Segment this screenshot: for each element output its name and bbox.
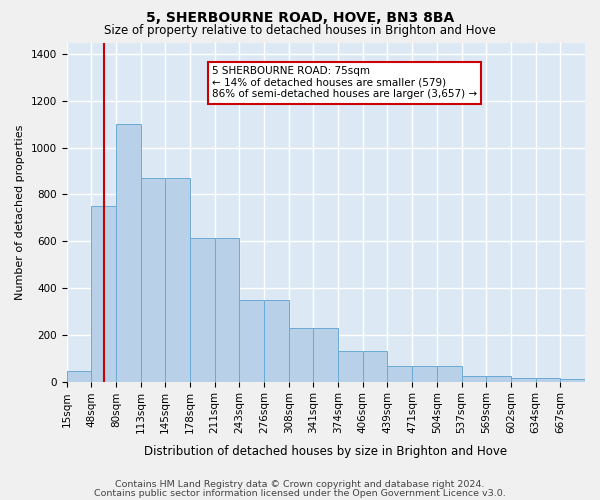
Bar: [388, 366, 412, 382]
Bar: [363, 350, 388, 382]
Bar: [560, 379, 585, 382]
Text: 5 SHERBOURNE ROAD: 75sqm
← 14% of detached houses are smaller (579)
86% of semi-: 5 SHERBOURNE ROAD: 75sqm ← 14% of detach…: [212, 66, 477, 100]
Bar: [412, 366, 437, 382]
Text: Contains public sector information licensed under the Open Government Licence v3: Contains public sector information licen…: [94, 489, 506, 498]
Bar: [67, 370, 91, 382]
Bar: [264, 300, 289, 382]
Bar: [239, 300, 264, 382]
Bar: [338, 350, 363, 382]
Text: 5, SHERBOURNE ROAD, HOVE, BN3 8BA: 5, SHERBOURNE ROAD, HOVE, BN3 8BA: [146, 11, 454, 25]
Bar: [536, 378, 560, 382]
X-axis label: Distribution of detached houses by size in Brighton and Hove: Distribution of detached houses by size …: [144, 444, 508, 458]
Bar: [140, 178, 165, 382]
Bar: [91, 206, 116, 382]
Bar: [511, 378, 536, 382]
Bar: [486, 376, 511, 382]
Bar: [190, 238, 215, 382]
Bar: [461, 376, 486, 382]
Bar: [289, 328, 313, 382]
Text: Size of property relative to detached houses in Brighton and Hove: Size of property relative to detached ho…: [104, 24, 496, 37]
Bar: [215, 238, 239, 382]
Bar: [437, 366, 461, 382]
Text: Contains HM Land Registry data © Crown copyright and database right 2024.: Contains HM Land Registry data © Crown c…: [115, 480, 485, 489]
Y-axis label: Number of detached properties: Number of detached properties: [15, 124, 25, 300]
Bar: [116, 124, 140, 382]
Bar: [313, 328, 338, 382]
Bar: [165, 178, 190, 382]
